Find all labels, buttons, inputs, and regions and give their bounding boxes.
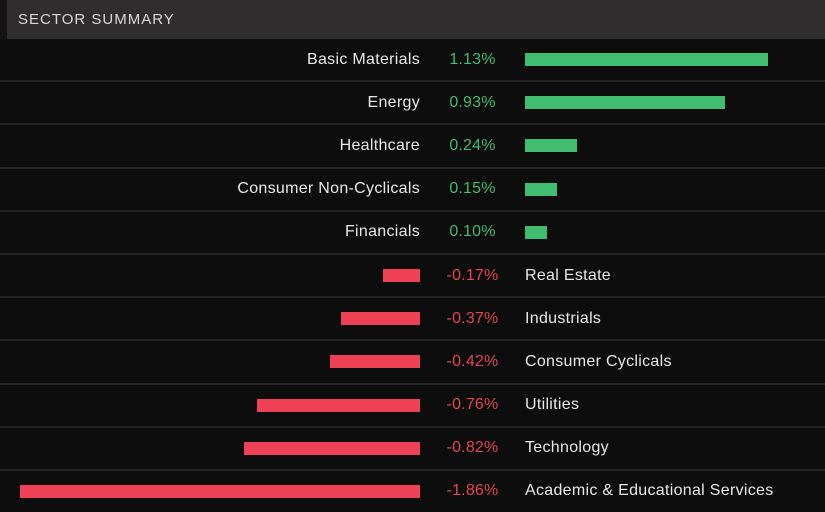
sector-label: Basic Materials [307, 50, 420, 68]
sector-row[interactable]: -0.37% Industrials [0, 296, 825, 339]
row-left-zone: Consumer Non-Cyclicals [0, 169, 420, 210]
sector-row[interactable]: -0.17% Real Estate [0, 252, 825, 296]
row-right-zone [525, 125, 825, 166]
sector-change-value: 0.15% [449, 180, 496, 198]
row-left-zone: Financials [0, 212, 420, 253]
row-left-zone [0, 471, 420, 512]
sector-change-value: -0.42% [446, 352, 499, 370]
sector-row[interactable]: Financials 0.10% [0, 209, 825, 253]
row-right-zone: Industrials [525, 298, 825, 339]
sector-label: Energy [367, 93, 420, 111]
sector-change-value: -0.17% [446, 266, 499, 284]
sector-label: Industrials [525, 309, 602, 327]
row-right-zone: Academic & Educational Services [525, 471, 825, 512]
row-left-zone: Energy [0, 82, 420, 123]
sector-row[interactable]: Healthcare 0.24% [0, 123, 825, 166]
row-left-zone: Healthcare [0, 125, 420, 166]
sector-label: Financials [344, 223, 420, 241]
sector-bar-positive [525, 53, 768, 67]
sector-row[interactable]: -0.42% Consumer Cyclicals [0, 339, 825, 382]
sector-label: Technology [525, 439, 609, 457]
sector-row[interactable]: -1.86% Academic & Educational Services [0, 468, 825, 512]
sector-label: Consumer Non-Cyclicals [237, 180, 420, 198]
sector-bar-positive [525, 139, 577, 153]
sector-change-value: -1.86% [446, 482, 499, 500]
row-left-zone [0, 428, 420, 469]
row-right-zone: Technology [525, 428, 825, 469]
sector-change-value: -0.37% [446, 309, 499, 327]
sector-label: Academic & Educational Services [525, 482, 774, 500]
sector-row[interactable]: Basic Materials 1.13% [0, 39, 825, 80]
sector-change-value: 1.13% [449, 50, 496, 68]
row-left-zone [0, 385, 420, 426]
sector-row[interactable]: -0.82% Technology [0, 425, 825, 469]
row-right-zone: Consumer Cyclicals [525, 341, 825, 382]
row-left-zone: Basic Materials [0, 39, 420, 80]
row-left-zone [0, 298, 420, 339]
row-right-zone [525, 39, 825, 80]
sector-row[interactable]: Consumer Non-Cyclicals 0.15% [0, 166, 825, 210]
row-right-zone [525, 82, 825, 123]
sector-change-value: -0.82% [446, 439, 499, 457]
sector-bar-negative [329, 355, 420, 369]
sector-bar-negative [243, 441, 420, 455]
sector-change-value: 0.10% [449, 223, 496, 241]
sector-label: Utilities [525, 396, 580, 414]
sector-bar-positive [525, 225, 547, 239]
row-right-zone: Utilities [525, 385, 825, 426]
sector-bar-negative [20, 484, 420, 498]
sector-change-value: -0.76% [446, 396, 499, 414]
sector-bar-negative [340, 312, 420, 326]
panel-title: SECTOR SUMMARY [18, 11, 175, 28]
sector-label: Real Estate [525, 266, 612, 284]
sector-bar-negative [256, 398, 420, 412]
sector-label: Consumer Cyclicals [525, 352, 672, 370]
sector-rows: Basic Materials 1.13% Energy 0.93% Healt… [0, 39, 825, 512]
row-right-zone [525, 212, 825, 253]
row-right-zone [525, 169, 825, 210]
row-left-zone [0, 341, 420, 382]
panel-header: SECTOR SUMMARY [0, 0, 825, 39]
sector-row[interactable]: Energy 0.93% [0, 80, 825, 123]
row-left-zone [0, 255, 420, 296]
sector-row[interactable]: -0.76% Utilities [0, 382, 825, 426]
sector-bar-negative [383, 269, 420, 283]
sector-change-value: 0.24% [449, 136, 496, 154]
sector-label: Healthcare [339, 136, 420, 154]
sector-bar-positive [525, 182, 558, 196]
sector-bar-positive [525, 96, 725, 110]
row-right-zone: Real Estate [525, 255, 825, 296]
sector-change-value: 0.93% [449, 93, 496, 111]
